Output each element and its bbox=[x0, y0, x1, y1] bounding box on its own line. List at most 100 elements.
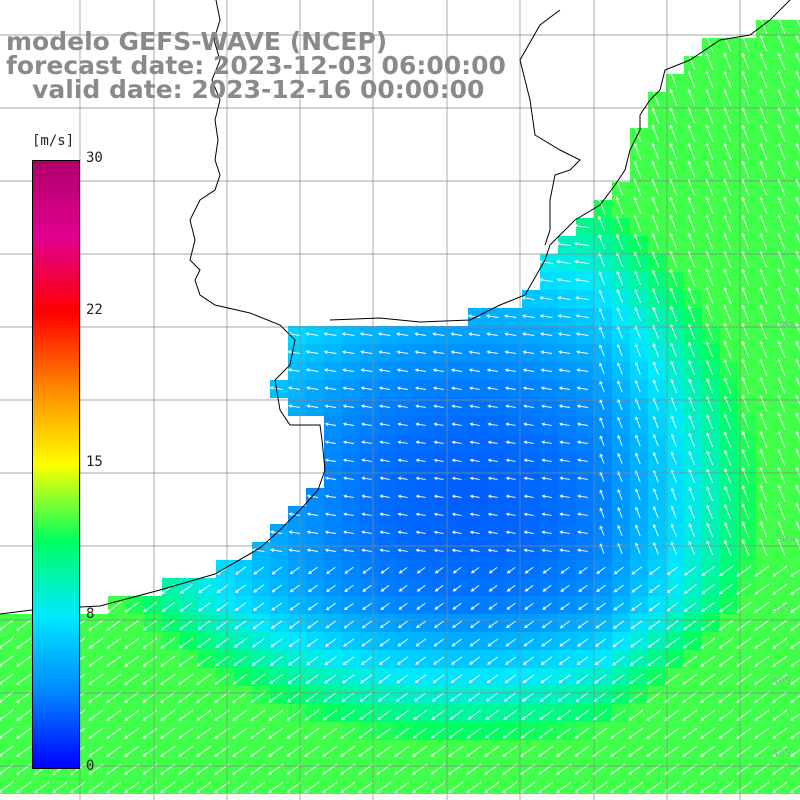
wind-arrow bbox=[718, 745, 734, 757]
wind-cell bbox=[792, 326, 800, 344]
wind-arrow bbox=[470, 585, 480, 592]
wind-arrow bbox=[790, 587, 800, 595]
wind-arrow bbox=[652, 379, 659, 393]
wind-arrow bbox=[306, 512, 319, 517]
wind-arrow bbox=[754, 709, 770, 721]
wind-arrow bbox=[196, 709, 212, 721]
wind-arrow bbox=[688, 504, 695, 519]
wind-arrow bbox=[324, 440, 336, 445]
wind-arrow bbox=[380, 602, 390, 610]
wind-arrow bbox=[687, 70, 696, 88]
wind-arrow bbox=[324, 548, 336, 553]
wind-arrow bbox=[628, 745, 644, 757]
wind-arrow bbox=[688, 414, 695, 429]
wind-arrow bbox=[504, 386, 516, 391]
wind-arrow bbox=[718, 727, 734, 739]
wind-arrow bbox=[142, 781, 158, 793]
wind-arrow bbox=[759, 52, 768, 70]
wind-arrow bbox=[629, 673, 643, 685]
wind-arrow bbox=[597, 196, 606, 214]
wind-arrow bbox=[451, 512, 462, 517]
wind-arrow bbox=[325, 602, 336, 611]
wind-arrow bbox=[416, 567, 426, 574]
wind-cell bbox=[792, 110, 800, 128]
wind-arrow bbox=[754, 673, 770, 685]
wind-arrow bbox=[232, 745, 248, 757]
wind-arrow bbox=[723, 340, 732, 358]
wind-arrow bbox=[723, 286, 732, 304]
wind-arrow bbox=[577, 620, 588, 629]
wind-arrow bbox=[777, 466, 786, 484]
wind-arrow bbox=[142, 655, 158, 667]
wind-arrow bbox=[398, 584, 408, 592]
wind-arrow bbox=[576, 440, 588, 445]
wind-arrow bbox=[88, 619, 104, 631]
wind-arrow bbox=[540, 368, 553, 372]
wind-arrow bbox=[342, 440, 354, 445]
wind-arrow bbox=[790, 677, 800, 685]
wind-arrow bbox=[523, 422, 534, 427]
wind-arrow bbox=[759, 196, 768, 214]
wind-arrow bbox=[628, 691, 644, 703]
wind-arrow bbox=[520, 745, 536, 757]
wind-arrow bbox=[616, 288, 623, 303]
wind-arrow bbox=[741, 503, 750, 520]
wind-arrow bbox=[305, 368, 319, 372]
wind-arrow bbox=[360, 350, 373, 354]
wind-arrow bbox=[759, 520, 768, 538]
wind-arrow bbox=[288, 620, 301, 629]
wind-arrow bbox=[522, 350, 535, 354]
wind-arrow bbox=[610, 691, 625, 703]
wind-arrow bbox=[651, 88, 660, 106]
wind-arrow bbox=[324, 422, 337, 426]
wind-arrow bbox=[304, 709, 320, 721]
wind-arrow bbox=[361, 494, 372, 499]
wind-arrow bbox=[343, 638, 355, 647]
wind-arrow bbox=[777, 88, 786, 106]
wind-arrow bbox=[448, 727, 464, 739]
wind-arrow bbox=[520, 781, 536, 793]
wind-arrow bbox=[759, 466, 768, 484]
wind-arrow bbox=[759, 538, 768, 556]
wind-arrow bbox=[376, 781, 392, 793]
wind-arrow bbox=[343, 512, 354, 517]
wind-arrow bbox=[558, 674, 571, 684]
wind-arrow bbox=[505, 494, 516, 499]
wind-cell bbox=[792, 416, 800, 434]
wind-arrow bbox=[487, 476, 498, 481]
wind-arrow bbox=[777, 142, 786, 160]
wind-arrow bbox=[434, 602, 444, 610]
wind-arrow bbox=[541, 620, 552, 629]
wind-cell bbox=[792, 272, 800, 290]
wind-arrow bbox=[648, 566, 661, 575]
wind-arrow bbox=[754, 565, 770, 577]
wind-arrow bbox=[430, 727, 446, 739]
wind-arrow bbox=[250, 691, 266, 703]
wind-arrow bbox=[635, 506, 641, 519]
wind-arrow bbox=[701, 584, 715, 594]
wind-arrow bbox=[268, 727, 284, 739]
wind-arrow bbox=[340, 781, 356, 793]
wind-arrow bbox=[361, 440, 372, 445]
wind-arrow bbox=[595, 620, 606, 629]
wind-arrow bbox=[268, 709, 284, 721]
wind-arrow bbox=[268, 781, 284, 793]
wind-arrow bbox=[705, 106, 714, 124]
wind-arrow bbox=[700, 727, 716, 739]
wind-arrow bbox=[485, 710, 499, 720]
wind-arrow bbox=[652, 451, 659, 465]
wind-arrow bbox=[670, 523, 677, 537]
wind-arrow bbox=[777, 286, 786, 304]
wind-arrow bbox=[469, 476, 480, 481]
wind-arrow bbox=[304, 781, 320, 793]
wind-arrow bbox=[559, 476, 570, 481]
wind-arrow bbox=[557, 296, 571, 301]
wind-arrow bbox=[379, 422, 390, 427]
wind-arrow bbox=[724, 485, 732, 502]
wind-arrow bbox=[736, 601, 752, 613]
wind-arrow bbox=[777, 448, 786, 466]
wind-arrow bbox=[433, 476, 444, 481]
wind-arrow bbox=[307, 620, 319, 629]
wind-arrow bbox=[574, 278, 589, 283]
